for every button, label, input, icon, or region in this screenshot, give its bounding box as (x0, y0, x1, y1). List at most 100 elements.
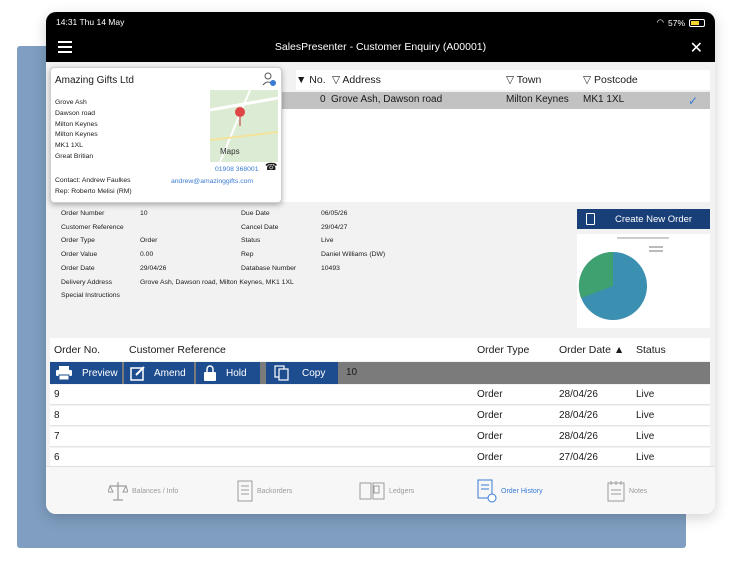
table-row[interactable]: 9 Order 28/04/26 Live (50, 385, 710, 405)
col-no[interactable]: ▼ No. (296, 74, 326, 86)
detail-row: Status Live (241, 234, 385, 248)
ledger-book-icon (359, 482, 385, 500)
detail-value: 10493 (321, 264, 340, 272)
address-line: Milton Keynes (55, 131, 98, 139)
detail-label: Order Number (61, 210, 105, 217)
col-customer-reference[interactable]: Customer Reference (129, 344, 226, 356)
menu-icon[interactable] (58, 41, 72, 53)
detail-value: Grove Ash, Dawson road, Milton Keynes, M… (140, 278, 294, 286)
order-status: Live (636, 410, 655, 421)
detail-value: Daniel Williams (DW) (321, 251, 386, 259)
address-town: Milton Keynes (506, 94, 569, 105)
preview-button[interactable]: Preview (50, 362, 122, 384)
tab-notes[interactable]: Notes (607, 467, 647, 514)
detail-row: Special Instructions (61, 289, 294, 303)
checkmark-icon: ✓ (687, 94, 698, 108)
order-status: Live (636, 452, 655, 463)
tab-label: Order History (501, 487, 543, 495)
address-line: Grove Ash (55, 99, 87, 106)
order-no: 6 (54, 452, 60, 463)
order-type: Order (477, 410, 503, 421)
address-list-empty (282, 109, 710, 202)
copy-button[interactable]: Copy (266, 362, 338, 384)
wifi-icon: ◠ (656, 17, 664, 27)
tab-label: Balances / Info (132, 487, 179, 495)
status-time: 14:31 Thu 14 May (56, 17, 125, 27)
order-date: 28/04/26 (559, 431, 598, 442)
amend-button[interactable]: Amend (124, 362, 194, 384)
tab-ledgers[interactable]: Ledgers (359, 467, 414, 514)
tab-order-history[interactable]: Order History (477, 467, 543, 514)
company-address: Grove Ash Dawson road Milton Keynes Milt… (55, 98, 98, 163)
nav-bar: SalesPresenter - Customer Enquiry (A0000… (46, 32, 715, 62)
table-row[interactable]: 6 Order 27/04/26 Live (50, 448, 710, 468)
order-no: 7 (54, 431, 60, 442)
order-date: 28/04/26 (559, 410, 598, 421)
selected-order-number: 10 (346, 367, 358, 378)
hold-button[interactable]: Hold (196, 362, 260, 384)
detail-label: Order Type (61, 237, 95, 245)
battery-icon (689, 18, 705, 27)
lock-icon (204, 365, 216, 381)
copy-label: Copy (302, 367, 326, 379)
address-postcode: MK1 1XL (583, 94, 625, 105)
detail-label: Special Instructions (61, 292, 120, 300)
create-new-order-button[interactable]: Create New Order (577, 209, 710, 229)
order-date: 28/04/26 (559, 389, 598, 400)
orders-table-header: Order No. Customer Reference Order Type … (50, 338, 710, 361)
col-order-no[interactable]: Order No. (54, 344, 101, 356)
detail-value: 10 (140, 210, 148, 217)
tab-label: Backorders (257, 487, 293, 495)
address-street: Grove Ash, Dawson road (331, 94, 443, 105)
email-link[interactable]: andrew@amazinggifts.com (171, 178, 254, 185)
map-thumbnail[interactable]: Maps (210, 90, 278, 162)
detail-label: Status (241, 237, 261, 245)
scales-icon (108, 482, 128, 501)
col-order-type[interactable]: Order Type (477, 344, 530, 356)
detail-row: Order Type Order (61, 234, 294, 248)
copy-icon (274, 365, 289, 381)
address-line: Great Britian (55, 152, 94, 160)
contact-card: Amazing Gifts Ltd Grove Ash Dawson road … (50, 67, 282, 203)
order-type: Order (477, 389, 503, 400)
printer-icon (56, 366, 72, 380)
detail-label: Customer Reference (61, 223, 124, 231)
address-row-selected[interactable]: 0 Grove Ash, Dawson road Milton Keynes M… (282, 92, 710, 109)
detail-label: Rep (241, 251, 254, 259)
address-line: Milton Keynes (55, 120, 98, 128)
close-icon[interactable]: ✕ (689, 40, 703, 57)
contact-name: Contact: Andrew Faulkes (55, 177, 131, 184)
detail-value: Live (321, 237, 334, 245)
table-row[interactable]: 8 Order 28/04/26 Live (50, 406, 710, 426)
order-details-left: Order Number 10 Customer Reference Order … (61, 207, 294, 303)
table-row[interactable]: 7 Order 28/04/26 Live (50, 427, 710, 447)
phone-icon[interactable]: ☎ (265, 162, 278, 173)
bottom-tab-bar: Balances / Info Backorders Ledgers (46, 466, 715, 514)
col-order-date[interactable]: Order Date ▲ (559, 344, 625, 356)
tab-backorders[interactable]: Backorders (237, 467, 292, 514)
detail-value: Order (140, 237, 158, 245)
phone-number[interactable]: 01908 368001 (215, 166, 259, 173)
detail-label: Order Date (61, 264, 95, 272)
order-type: Order (477, 431, 503, 442)
detail-label: Database Number (241, 264, 297, 272)
contact-person-icon[interactable] (261, 71, 277, 87)
detail-row: Due Date 06/05/26 (241, 207, 385, 221)
col-address[interactable]: ▽ Address (332, 74, 381, 86)
col-town[interactable]: ▽ Town (506, 74, 542, 86)
company-name: Amazing Gifts Ltd (55, 75, 134, 86)
col-status[interactable]: Status (636, 344, 666, 356)
detail-label: Due Date (241, 210, 270, 217)
edit-icon (130, 366, 145, 381)
detail-row: Order Number 10 (61, 207, 294, 221)
col-postcode[interactable]: ▽ Postcode (583, 74, 638, 86)
detail-row: Customer Reference (61, 221, 294, 235)
order-status: Live (636, 389, 655, 400)
page-title: SalesPresenter - Customer Enquiry (A0000… (274, 41, 487, 53)
detail-label: Cancel Date (241, 223, 279, 231)
order-type: Order (477, 452, 503, 463)
detail-row: Order Value 0.00 (61, 248, 294, 262)
detail-value: 29/04/26 (140, 264, 167, 272)
ipad-screen: 14:31 Thu 14 May ◠ 57% SalesPresenter - … (46, 12, 715, 514)
tab-balances-info[interactable]: Balances / Info (108, 467, 178, 514)
